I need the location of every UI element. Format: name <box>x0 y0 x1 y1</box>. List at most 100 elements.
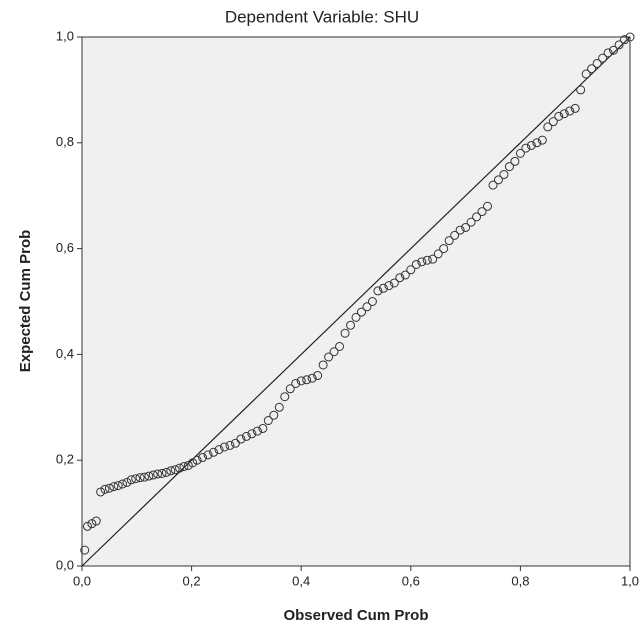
point <box>543 122 553 132</box>
x-tick-label: 0,2 <box>183 573 201 588</box>
point <box>378 283 388 293</box>
point <box>570 103 580 113</box>
x-tick-label: 0,6 <box>402 573 420 588</box>
point <box>126 475 136 485</box>
point <box>131 474 141 484</box>
point <box>554 111 564 121</box>
point <box>406 265 416 275</box>
point <box>367 297 377 306</box>
point <box>192 455 202 465</box>
point <box>280 392 290 402</box>
point <box>82 521 92 531</box>
point <box>307 373 317 383</box>
point <box>188 458 198 468</box>
point <box>203 450 213 460</box>
point <box>450 230 460 240</box>
point <box>139 472 149 482</box>
point <box>122 477 132 487</box>
point <box>183 460 193 470</box>
point <box>422 255 432 265</box>
point <box>499 170 509 180</box>
point <box>521 143 531 153</box>
point <box>439 244 449 254</box>
point <box>179 462 189 472</box>
point <box>291 378 301 388</box>
y-tick-label: 0,4 <box>56 346 74 361</box>
point <box>565 106 575 116</box>
point <box>285 384 295 394</box>
point <box>225 440 235 450</box>
y-tick-label: 0,8 <box>56 134 74 149</box>
point <box>170 465 180 475</box>
point <box>384 281 394 291</box>
point <box>340 328 350 338</box>
point <box>241 431 251 441</box>
point <box>504 162 514 172</box>
point <box>609 45 619 55</box>
point <box>144 471 154 481</box>
y-tick-label: 1,0 <box>56 28 74 43</box>
point <box>620 35 630 45</box>
point <box>400 270 410 280</box>
point <box>389 278 399 288</box>
point <box>598 53 608 63</box>
point <box>493 175 503 185</box>
point <box>614 40 624 50</box>
point <box>488 180 498 190</box>
point <box>313 371 323 381</box>
point <box>472 212 482 222</box>
point <box>444 236 454 246</box>
point <box>209 447 219 457</box>
point <box>411 259 421 269</box>
point <box>269 410 279 420</box>
y-axis-label: Expected Cum Prob <box>17 230 34 373</box>
point <box>113 481 123 491</box>
point <box>166 466 176 476</box>
point <box>466 217 476 227</box>
point <box>263 416 273 426</box>
point <box>104 483 114 493</box>
point <box>161 467 171 477</box>
y-tick-label: 0,2 <box>56 452 74 467</box>
point <box>603 48 613 58</box>
point <box>417 257 427 267</box>
point <box>175 463 185 473</box>
point <box>252 426 262 436</box>
point <box>515 148 525 158</box>
point <box>236 434 246 444</box>
point <box>532 138 542 148</box>
point <box>135 473 145 483</box>
point <box>526 140 536 150</box>
point <box>346 320 356 330</box>
point <box>87 519 97 529</box>
point <box>356 307 366 317</box>
point <box>395 273 405 283</box>
y-tick-label: 0,0 <box>56 557 74 572</box>
point <box>324 352 334 362</box>
point <box>258 423 268 433</box>
point <box>351 312 361 322</box>
reference-line <box>81 36 631 567</box>
point <box>118 479 128 489</box>
point <box>625 32 635 42</box>
point <box>100 484 110 494</box>
point <box>219 442 229 452</box>
point <box>461 222 471 232</box>
point <box>587 64 597 74</box>
point <box>455 225 465 235</box>
point <box>274 402 284 412</box>
point <box>428 254 438 264</box>
point <box>91 516 101 526</box>
x-tick-label: 0,8 <box>511 573 529 588</box>
point <box>153 469 163 479</box>
point <box>537 135 547 145</box>
y-tick-label: 0,6 <box>56 240 74 255</box>
point <box>296 376 306 386</box>
point <box>214 445 224 455</box>
point <box>433 249 443 259</box>
chart-title: Dependent Variable: SHU <box>225 7 419 26</box>
point <box>157 468 167 478</box>
point <box>198 453 208 463</box>
point <box>592 58 602 68</box>
